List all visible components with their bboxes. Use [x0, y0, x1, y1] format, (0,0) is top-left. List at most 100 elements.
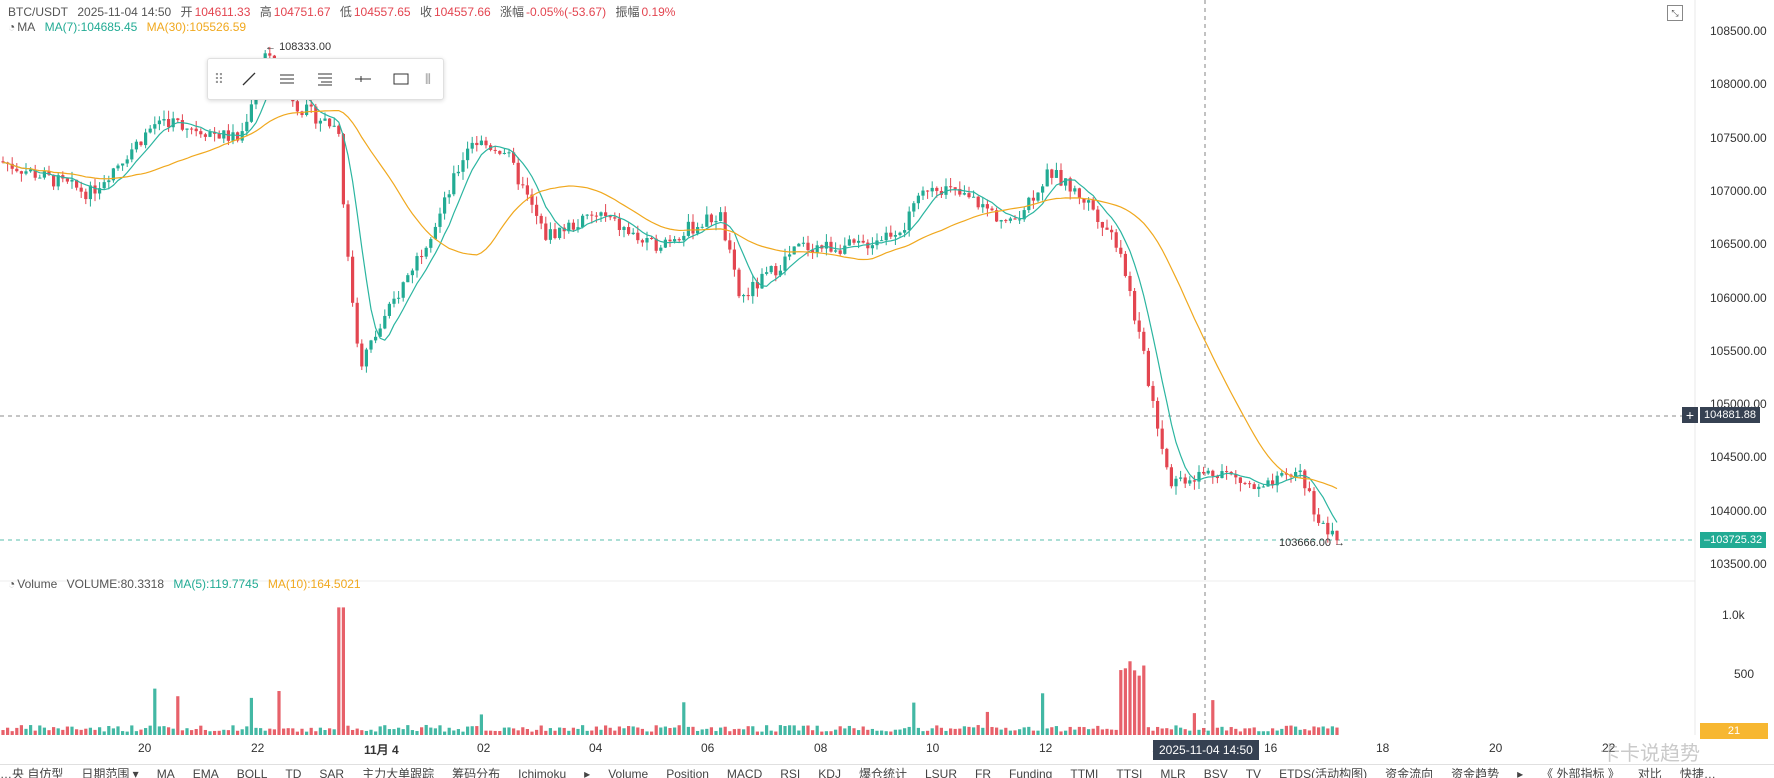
indicator-tab[interactable]: LSUR: [924, 767, 957, 778]
drag-handle-icon[interactable]: ⠿: [213, 70, 225, 87]
candle-body: [1257, 486, 1261, 490]
candle-body: [622, 227, 626, 230]
price-axis-tick: 103500.00: [1710, 557, 1767, 571]
volume-bar: [705, 728, 709, 735]
indicator-tab[interactable]: EMA: [192, 767, 219, 778]
indicator-tab[interactable]: 资金流向: [1385, 767, 1434, 778]
indicator-tab[interactable]: 日期范围 ▾: [81, 767, 139, 778]
volume-bar: [1091, 728, 1095, 735]
candle-body: [171, 118, 175, 128]
candle-body: [1031, 197, 1035, 201]
indicator-tab[interactable]: 资金趋势: [1451, 767, 1500, 778]
eye-icon[interactable]: ◔: [8, 20, 16, 34]
ma-legend[interactable]: ◔ MA MA(7):104685.45 MA(30):105526.59: [8, 20, 252, 34]
fib-lines-icon[interactable]: [306, 59, 344, 99]
candle-body: [378, 328, 382, 337]
volume-bar: [438, 725, 442, 735]
drawing-toolbar[interactable]: ⠿ ⦀: [207, 58, 444, 100]
indicator-tab[interactable]: 快捷…: [1679, 767, 1716, 778]
candle-body: [1004, 220, 1008, 222]
candle-body: [599, 212, 603, 216]
indicator-tab[interactable]: BOLL: [236, 767, 268, 778]
indicator-tab[interactable]: Funding: [1008, 767, 1053, 778]
volume-bar: [443, 731, 447, 735]
indicator-tab[interactable]: KDJ: [818, 767, 841, 778]
volume-bar: [1229, 727, 1233, 735]
candle-body: [866, 242, 870, 249]
high-label: 高: [259, 5, 272, 19]
volume-bar: [857, 730, 861, 735]
volume-bar: [1335, 727, 1339, 735]
indicator-tab[interactable]: TD: [285, 767, 302, 778]
volume-legend[interactable]: ◔ Volume VOLUME:80.3318 MA(5):119.7745 MA…: [8, 577, 367, 591]
volume-bar: [990, 726, 994, 735]
indicator-tab[interactable]: 主力大单跟踪: [362, 767, 435, 778]
fullscreen-icon[interactable]: ⤡: [1667, 5, 1683, 21]
add-alert-icon[interactable]: +: [1682, 407, 1698, 423]
volume-bar: [1059, 731, 1063, 735]
indicator-tab[interactable]: ▸: [584, 767, 591, 778]
change-value: -0.05%(-53.67): [526, 5, 607, 19]
volume-bar: [383, 725, 387, 735]
indicator-tab[interactable]: Volume: [608, 767, 649, 778]
candle-body: [976, 196, 980, 208]
indicator-tab[interactable]: 对比: [1637, 767, 1662, 778]
volume-bar: [1294, 726, 1298, 735]
volume-bar: [921, 731, 925, 735]
indicator-tab[interactable]: 筹码分布: [452, 767, 501, 778]
indicator-tab[interactable]: BSV: [1203, 767, 1228, 778]
price-axis-tick: 105500.00: [1710, 343, 1767, 358]
trend-line-icon[interactable]: [230, 59, 268, 99]
volume-bar: [277, 691, 281, 735]
price-axis-tick: 108000.00: [1710, 77, 1767, 92]
horizontal-lines-icon[interactable]: [268, 59, 306, 99]
candle-body: [364, 349, 368, 367]
time-axis-label: 06: [701, 741, 715, 755]
indicator-tab[interactable]: …央 自仿型: [0, 767, 64, 778]
volume-bar: [1018, 729, 1022, 735]
volume-bar: [88, 727, 92, 735]
candle-body: [728, 240, 732, 250]
indicator-tab[interactable]: MLR: [1160, 767, 1186, 778]
volume-bar: [364, 730, 368, 735]
volume-bar: [226, 730, 230, 735]
low-label: 低: [339, 5, 352, 19]
price-axis-tick: 108500.00: [1710, 24, 1767, 38]
volume-bar: [502, 727, 506, 735]
volume-bar: [157, 726, 161, 735]
candle-body: [1188, 480, 1192, 484]
indicator-tab[interactable]: MA: [156, 767, 175, 778]
indicator-tab[interactable]: TTMI: [1070, 767, 1099, 778]
candle-body: [811, 250, 815, 253]
indicator-tab[interactable]: ETDS(活动构图): [1279, 767, 1368, 778]
volume-bar: [286, 728, 290, 735]
candle-body: [194, 128, 198, 132]
horizontal-ray-icon[interactable]: [344, 59, 382, 99]
eye-icon[interactable]: ◔: [8, 577, 16, 591]
volume-bar: [682, 702, 686, 735]
indicator-tab[interactable]: Position: [666, 767, 709, 778]
candle-body: [1096, 209, 1100, 222]
indicator-tab[interactable]: TTSI: [1116, 767, 1143, 778]
volume-bar: [1105, 728, 1109, 735]
candle-body: [10, 163, 14, 169]
indicator-tab[interactable]: MACD: [726, 767, 763, 778]
candle-body: [659, 247, 663, 251]
indicator-tab[interactable]: TV: [1245, 767, 1262, 778]
volume-value-legend: VOLUME:80.3318: [66, 577, 165, 591]
indicator-tab[interactable]: 爆仓统计: [858, 767, 907, 778]
rectangle-icon[interactable]: [382, 59, 420, 99]
indicator-tab[interactable]: 《 外部指标 》: [1541, 767, 1620, 778]
indicator-tab[interactable]: RSI: [780, 767, 801, 778]
volume-bar: [1317, 727, 1321, 735]
indicator-tab[interactable]: ▸: [1517, 767, 1524, 778]
volume-bar: [691, 726, 695, 735]
indicator-tab[interactable]: FR: [974, 767, 991, 778]
indicator-tab[interactable]: SAR: [319, 767, 345, 778]
indicator-bar[interactable]: …央 自仿型 日期范围 ▾ MA EMA BOLL TD SAR 主力大单跟踪 筹码分布 Ichi…: [0, 764, 1774, 778]
indicator-tab[interactable]: Ichimoku: [518, 767, 567, 778]
toolbar-end-handle-icon[interactable]: ⦀: [424, 70, 432, 87]
candle-body: [47, 171, 51, 175]
